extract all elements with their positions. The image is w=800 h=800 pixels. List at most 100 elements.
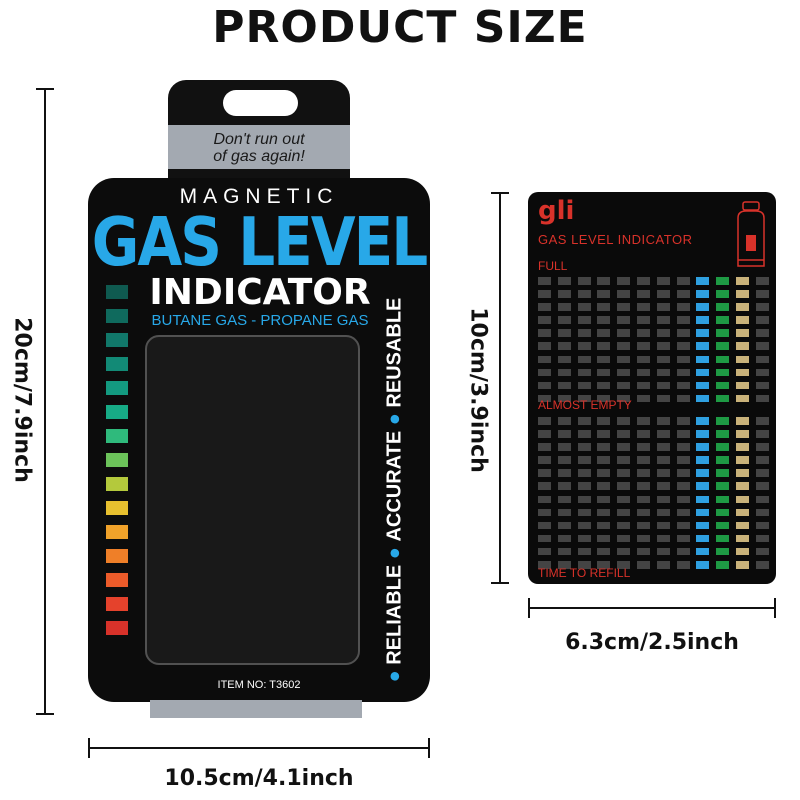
level-cell	[538, 495, 551, 504]
level-cell	[597, 456, 611, 464]
height-dimension-line	[44, 88, 46, 715]
level-cell	[696, 277, 710, 285]
level-cell	[676, 534, 690, 543]
level-cell	[577, 443, 591, 451]
level-cell	[716, 508, 730, 517]
level-cell	[617, 534, 631, 543]
level-cell	[557, 508, 571, 517]
level-cell	[696, 329, 710, 337]
level-cell	[755, 417, 769, 425]
level-cell	[716, 355, 730, 364]
level-cell	[577, 561, 591, 569]
level-cell	[755, 456, 769, 464]
level-cell	[735, 469, 749, 477]
level-cell	[577, 482, 591, 490]
level-cell	[557, 495, 571, 504]
level-cell	[597, 316, 611, 324]
level-cell	[676, 482, 690, 490]
level-cell	[696, 456, 710, 464]
level-color-square	[106, 405, 128, 419]
level-cell	[636, 443, 650, 451]
features-vertical: ● RELIABLE ● ACCURATE ● REUSABLE	[360, 298, 430, 683]
level-cell	[538, 508, 551, 517]
level-cell	[617, 342, 631, 350]
level-cell	[577, 417, 591, 425]
level-cell	[636, 316, 650, 324]
level-cell	[676, 290, 690, 298]
level-cell	[557, 417, 571, 425]
level-cell	[696, 443, 710, 451]
level-cell	[656, 355, 670, 364]
level-cell	[597, 495, 611, 504]
level-cell	[696, 482, 710, 490]
level-cell	[538, 381, 551, 390]
level-color-square	[106, 429, 128, 443]
level-cell	[597, 417, 611, 425]
level-cell	[735, 456, 749, 464]
level-cell	[735, 316, 749, 324]
level-cell	[696, 394, 710, 403]
level-cell	[755, 303, 769, 311]
level-cell	[538, 303, 551, 311]
level-cell	[636, 547, 650, 556]
level-cell	[696, 342, 710, 350]
dimension-tick	[36, 88, 54, 90]
level-cell	[735, 381, 749, 390]
level-cell	[597, 534, 611, 543]
level-cell	[755, 534, 769, 543]
level-cell	[755, 508, 769, 517]
level-cell	[696, 561, 710, 569]
level-cell	[557, 561, 571, 569]
level-cell	[538, 456, 551, 464]
level-cell	[597, 277, 611, 285]
feature-accurate: ACCURATE	[383, 430, 406, 542]
level-cell	[597, 469, 611, 477]
level-cell	[597, 508, 611, 517]
level-color-square	[106, 573, 128, 587]
level-cell	[597, 329, 611, 337]
package-height-label: 20cm/7.9inch	[9, 313, 35, 487]
level-cell	[636, 456, 650, 464]
headline: GAS LEVEL	[91, 202, 429, 282]
level-cell	[716, 495, 730, 504]
level-cell	[676, 508, 690, 517]
level-cell	[557, 303, 571, 311]
level-cell	[716, 394, 730, 403]
level-cell	[538, 394, 551, 403]
level-cell	[656, 482, 670, 490]
level-cell	[676, 495, 690, 504]
level-cell	[617, 303, 631, 311]
level-cell	[577, 508, 591, 517]
level-cell	[617, 495, 631, 504]
level-cell	[538, 342, 551, 350]
level-cell	[696, 547, 710, 556]
page-title: PRODUCT SIZE	[212, 2, 588, 53]
level-cell	[617, 456, 631, 464]
level-cell	[538, 417, 551, 425]
level-cell	[597, 482, 611, 490]
level-cell	[676, 368, 690, 377]
level-cell	[538, 534, 551, 543]
level-cell	[617, 508, 631, 517]
level-cell	[577, 521, 591, 530]
level-cell	[557, 443, 571, 451]
card-width-line	[528, 607, 776, 609]
level-cell	[656, 417, 670, 425]
level-color-square	[106, 381, 128, 395]
level-cell	[538, 355, 551, 364]
level-cell	[716, 290, 730, 298]
level-cell	[597, 443, 611, 451]
level-cell	[735, 290, 749, 298]
level-cell	[696, 290, 710, 298]
level-cell	[577, 368, 591, 377]
level-cell	[716, 482, 730, 490]
level-color-square	[106, 501, 128, 515]
level-cell	[597, 303, 611, 311]
level-cell	[538, 277, 551, 285]
width-dimension-line	[88, 747, 430, 749]
level-cell	[617, 417, 631, 425]
level-cell	[557, 355, 571, 364]
level-cell	[735, 443, 749, 451]
level-cell	[617, 482, 631, 490]
level-cell	[636, 417, 650, 425]
